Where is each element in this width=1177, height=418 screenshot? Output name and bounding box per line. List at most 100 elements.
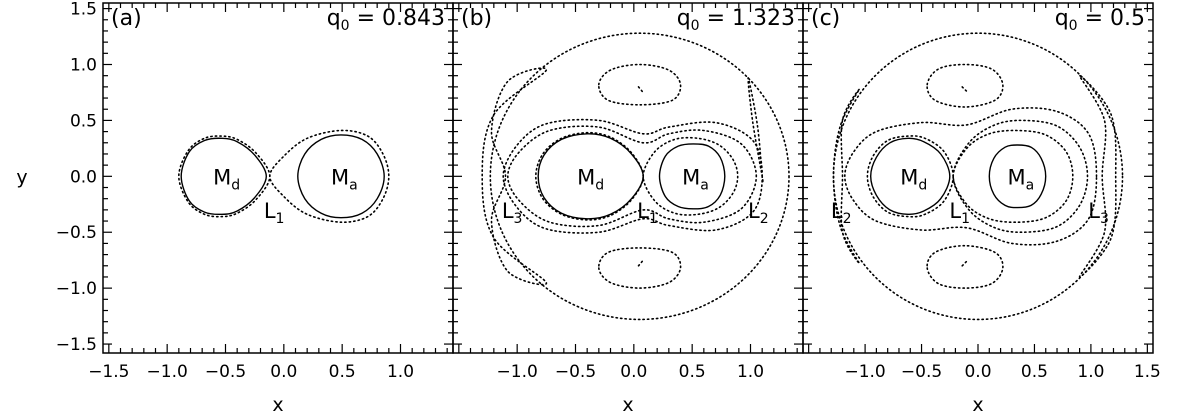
roche-outer-contour xyxy=(489,32,790,321)
lagrange-symbol: L xyxy=(949,199,961,223)
panel-label: (c) xyxy=(811,6,840,31)
mass-symbol: M xyxy=(577,165,595,189)
panel-label: (a) xyxy=(111,6,142,31)
mass-subscript: a xyxy=(1026,177,1035,193)
dotted-contour xyxy=(177,135,271,218)
dotted-contour xyxy=(597,63,682,106)
lagrange-point-label: L3 xyxy=(1088,199,1109,227)
dotted-contour xyxy=(268,129,390,224)
panel-label: (b) xyxy=(461,6,492,31)
lagrange-symbol: L xyxy=(1088,199,1100,223)
lagrange-point-label: L1 xyxy=(264,199,285,227)
dotted-contour xyxy=(637,86,644,94)
x-tick-label: −1.0 xyxy=(844,362,885,382)
lagrange-subscript: 2 xyxy=(760,211,769,227)
lagrange-symbol: L xyxy=(831,199,843,223)
lagrange-point-label: L2 xyxy=(748,199,769,227)
mass-symbol: M xyxy=(331,165,349,189)
dotted-contour xyxy=(1078,74,1117,278)
lagrange-subscript: 1 xyxy=(649,211,658,227)
dotted-contour xyxy=(952,119,1089,234)
q0-value: q0 = 1.323 xyxy=(677,6,795,34)
mass-label: Ma xyxy=(682,165,709,193)
mass-subscript: a xyxy=(349,177,358,193)
mass-symbol: M xyxy=(1008,165,1026,189)
dotted-contour xyxy=(502,118,764,234)
x-tick-label: 0.0 xyxy=(620,362,647,382)
x-tick-label: 0.5 xyxy=(679,362,706,382)
solid-contour xyxy=(869,137,951,216)
dotted-contour xyxy=(642,136,739,216)
x-tick-label: 0.5 xyxy=(1021,362,1048,382)
y-axis-label-group: y xyxy=(16,166,27,188)
lagrange-symbol: L xyxy=(502,199,514,223)
x-tick-label: −1.0 xyxy=(497,362,538,382)
dotted-contour xyxy=(926,244,1004,289)
lagrange-symbol: L xyxy=(637,199,649,223)
mass-symbol: M xyxy=(213,165,231,189)
q0-symbol: q xyxy=(1055,6,1069,31)
q0-symbol: q xyxy=(327,6,341,31)
dotted-contour xyxy=(637,259,644,267)
y-tick-label: −0.5 xyxy=(56,223,97,243)
panel-frame xyxy=(802,2,1154,354)
q0-number: = 0.843 xyxy=(350,6,445,31)
q0-value: q0 = 0.843 xyxy=(327,6,445,34)
lagrange-point-label: L1 xyxy=(949,199,970,227)
dotted-contour xyxy=(961,260,968,267)
mass-subscript: a xyxy=(700,177,709,193)
y-tick-label: 0.5 xyxy=(70,111,97,131)
y-tick-label: 0.0 xyxy=(70,167,97,187)
x-tick-label: −0.5 xyxy=(205,362,246,382)
lagrange-subscript: 1 xyxy=(276,211,285,227)
solid-contour xyxy=(658,143,726,210)
x-tick-label: −0.5 xyxy=(901,362,942,382)
dotted-contour xyxy=(952,129,1074,224)
q0-value: q0 = 0.5 xyxy=(1055,6,1145,34)
mass-subscript: d xyxy=(231,177,240,193)
x-axis-label: x xyxy=(972,394,983,416)
dotted-contour xyxy=(597,247,682,289)
lagrange-symbol: L xyxy=(748,199,760,223)
mass-label: Ma xyxy=(331,165,358,193)
mass-label: Md xyxy=(900,165,927,193)
mass-label: Md xyxy=(577,165,604,193)
x-tick-label: 0.0 xyxy=(964,362,991,382)
x-tick-label: 1.5 xyxy=(1134,362,1161,382)
y-tick-label: 1.0 xyxy=(70,56,97,76)
y-tick-label: −1.0 xyxy=(56,279,97,299)
x-tick-label: −0.5 xyxy=(555,362,596,382)
dotted-contour xyxy=(747,77,764,184)
lagrange-subscript: 3 xyxy=(514,211,523,227)
x-tick-label: −1.0 xyxy=(147,362,188,382)
lagrange-subscript: 3 xyxy=(1100,211,1109,227)
x-tick-label: 0.0 xyxy=(270,362,297,382)
dotted-contour xyxy=(481,67,548,286)
q0-subscript: 0 xyxy=(341,18,350,34)
mass-label: Ma xyxy=(1008,165,1035,193)
x-tick-label: 1.0 xyxy=(737,362,764,382)
q0-symbol: q xyxy=(677,6,691,31)
solid-contour xyxy=(988,144,1047,209)
dotted-contour xyxy=(926,63,1004,108)
y-tick-label: −1.5 xyxy=(56,335,97,355)
lagrange-point-label: L1 xyxy=(637,199,658,227)
panel-frame xyxy=(102,2,454,354)
solid-contour xyxy=(297,134,385,219)
dotted-contour xyxy=(506,125,758,228)
dotted-contour xyxy=(843,107,1098,246)
x-tick-label: 0.5 xyxy=(329,362,356,382)
lagrange-point-label: L3 xyxy=(502,199,523,227)
x-tick-label: 1.0 xyxy=(387,362,414,382)
lagrange-point-label: L2 xyxy=(831,199,852,227)
x-axis-label: x xyxy=(622,394,633,416)
solid-contour xyxy=(180,137,268,216)
q0-number: = 0.5 xyxy=(1078,6,1145,31)
y-axis-ticks: −1.5 −1.0 −0.5 0.0 0.5 1.0 1.5 xyxy=(56,0,97,355)
x-tick-label: −1.5 xyxy=(88,362,129,382)
dotted-contour xyxy=(866,135,955,218)
mass-subscript: d xyxy=(595,177,604,193)
